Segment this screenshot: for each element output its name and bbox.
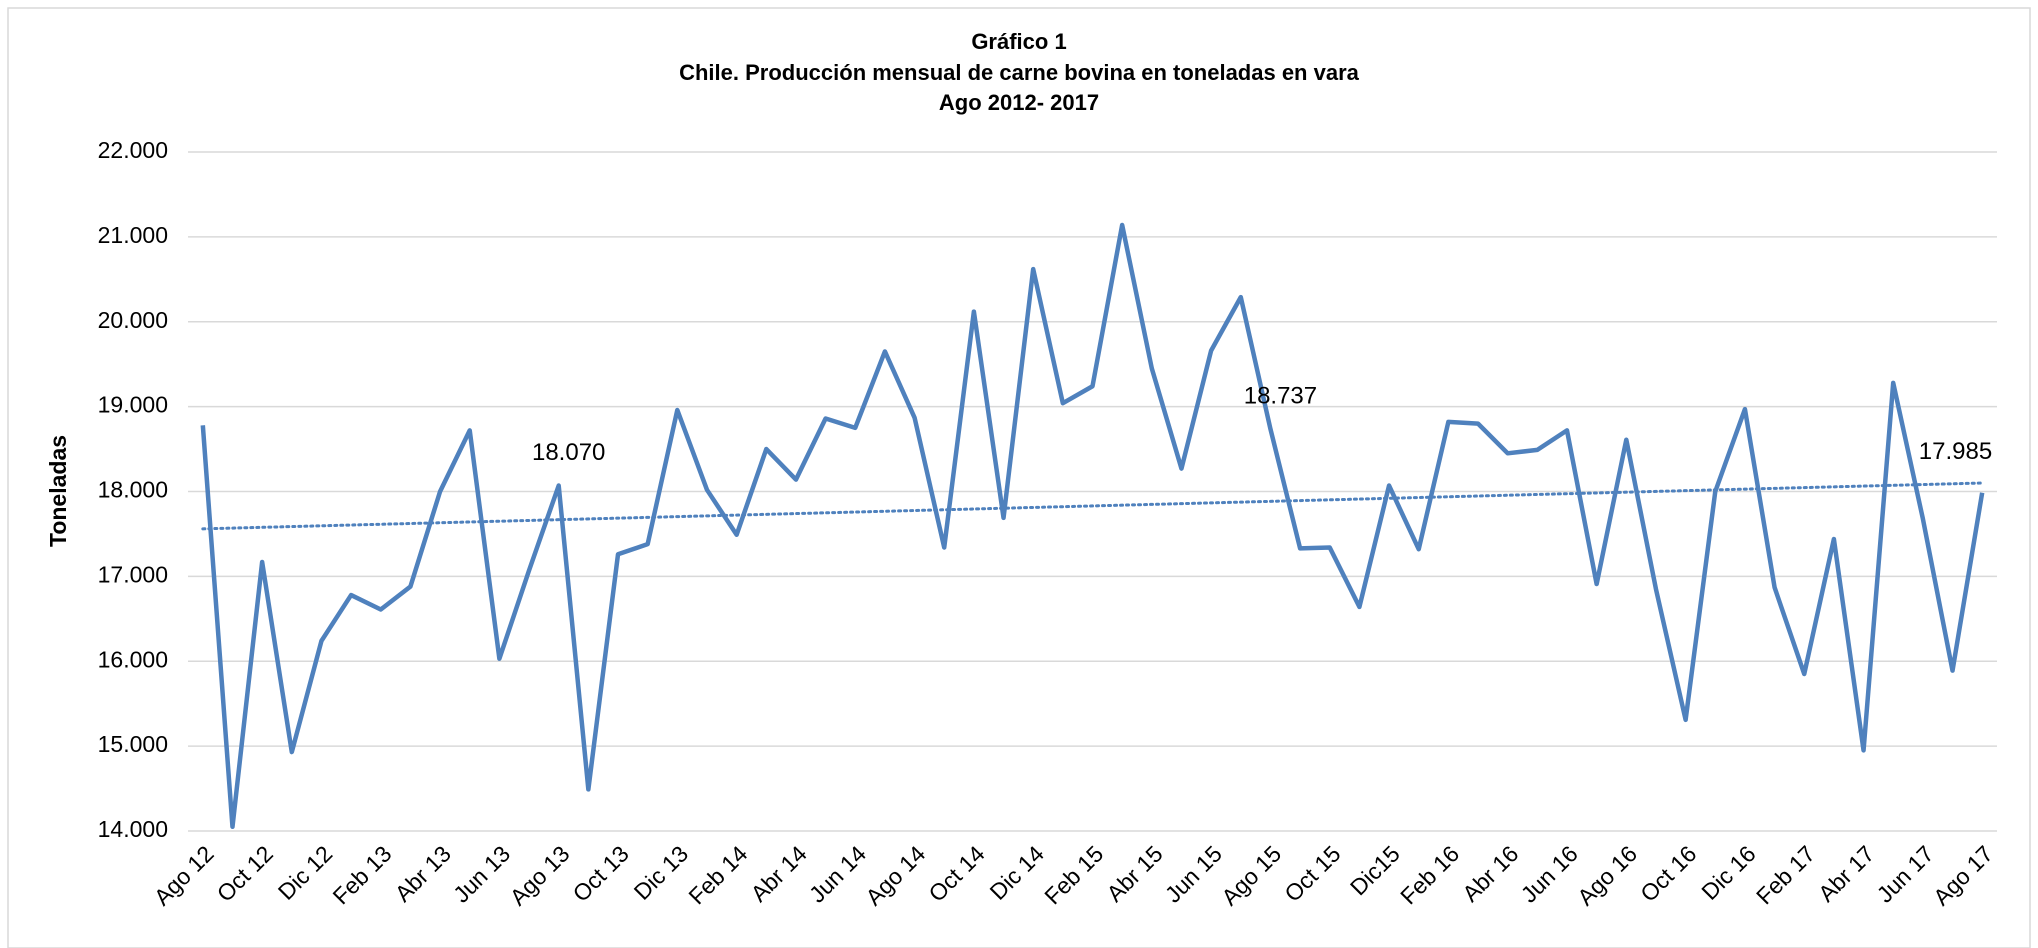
chart-title: Chile. Producción mensual de carne bovin…	[679, 60, 1360, 85]
y-tick-label: 22.000	[98, 137, 168, 163]
y-tick-label: 15.000	[98, 731, 168, 757]
chart-frame	[7, 7, 2031, 948]
value-label: 18.737	[1244, 382, 1317, 409]
chart-title: Ago 2012- 2017	[939, 90, 1099, 115]
y-tick-label: 21.000	[98, 222, 168, 248]
y-tick-label: 14.000	[98, 816, 168, 842]
value-label: 17.985	[1919, 438, 1992, 465]
trendline	[201, 481, 1984, 531]
y-axis-label: Toneladas	[45, 435, 71, 547]
y-tick-label: 18.000	[98, 477, 168, 503]
value-label: 18.070	[532, 439, 605, 466]
y-tick-label: 19.000	[98, 392, 168, 418]
y-tick-label: 16.000	[98, 646, 168, 672]
data-line	[200, 222, 1985, 830]
chart-title: Gráfico 1	[971, 29, 1066, 54]
y-tick-label: 20.000	[98, 307, 168, 333]
y-tick-label: 17.000	[98, 561, 168, 587]
